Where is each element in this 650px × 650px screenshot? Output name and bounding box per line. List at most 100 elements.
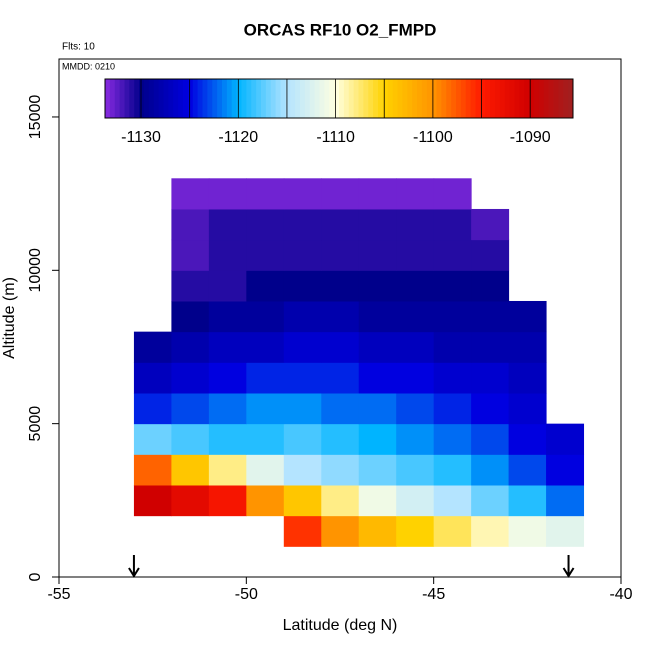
- colorbar-strip: [465, 79, 472, 118]
- y-tick-label: 0: [27, 572, 44, 581]
- colorbar-strip: [192, 79, 199, 118]
- colorbar-strip: [568, 79, 574, 118]
- colorbar-strip: [485, 79, 491, 118]
- chart-title: ORCAS RF10 O2_FMPD: [244, 20, 437, 39]
- heat-cell: [246, 454, 285, 486]
- heat-cell: [471, 515, 510, 547]
- heat-cell: [133, 331, 172, 363]
- heat-cell: [246, 484, 285, 517]
- heat-cell: [471, 300, 510, 333]
- heat-cell: [208, 484, 247, 517]
- colorbar-strip: [124, 79, 130, 118]
- colorbar-strip: [538, 79, 545, 118]
- y-tick-label: 10000: [27, 248, 44, 293]
- heat-cell: [433, 300, 472, 333]
- x-tick-label: -45: [422, 586, 445, 603]
- colorbar-strip: [275, 79, 281, 118]
- heat-cell: [396, 362, 435, 394]
- heat-cell: [433, 331, 472, 363]
- colorbar-strip: [178, 79, 184, 118]
- heat-cell: [208, 300, 247, 333]
- colorbar-strip: [187, 79, 194, 118]
- colorbar-strip: [543, 79, 550, 118]
- heat-cell: [508, 331, 547, 363]
- heat-cell: [321, 423, 360, 455]
- colorbar-strip: [329, 79, 335, 118]
- colorbar-tick-label: -1130: [121, 129, 161, 146]
- heat-cell: [171, 239, 210, 271]
- colorbar-strip: [319, 79, 325, 118]
- heat-cell: [358, 239, 397, 271]
- colorbar-strip: [212, 79, 218, 118]
- colorbar-strip: [387, 79, 394, 118]
- heat-cell: [283, 484, 322, 517]
- heat-cell: [283, 300, 322, 333]
- colorbar-tick-label: -1100: [413, 129, 453, 146]
- colorbar-strip: [144, 79, 150, 118]
- heat-cell: [208, 178, 247, 210]
- heat-cell: [283, 239, 322, 271]
- heat-cell: [321, 454, 360, 486]
- heat-cell: [208, 208, 247, 241]
- heat-cell: [358, 515, 397, 547]
- heat-cell: [358, 270, 397, 302]
- heat-cell: [246, 239, 285, 271]
- heat-cell: [246, 362, 285, 394]
- colorbar-strip: [163, 79, 169, 118]
- heat-cell: [171, 178, 210, 210]
- heat-cell: [358, 362, 397, 394]
- colorbar-strip: [334, 79, 340, 118]
- heat-cell: [246, 300, 285, 333]
- colorbar-strip: [114, 79, 121, 118]
- heat-cell: [283, 178, 322, 210]
- y-tick-label: 15000: [27, 95, 44, 140]
- colorbar-strip: [226, 79, 233, 118]
- colorbar-strip: [314, 79, 320, 118]
- heat-cell: [171, 270, 210, 302]
- colorbar-strip: [534, 79, 540, 118]
- colorbar-strip: [304, 79, 311, 118]
- arrow-marker: [562, 555, 575, 578]
- heat-cell: [508, 423, 547, 455]
- heat-cell: [171, 300, 210, 333]
- colorbar-strip: [173, 79, 179, 118]
- heat-cell: [171, 423, 210, 455]
- colorbar-strip: [251, 79, 257, 118]
- colorbar-strip: [295, 79, 301, 118]
- heat-cell: [546, 484, 585, 517]
- heat-cell: [471, 239, 510, 271]
- colorbar-strip: [217, 79, 223, 118]
- heat-cell: [396, 208, 435, 241]
- heat-cell: [471, 362, 510, 394]
- colorbar-strip: [139, 79, 145, 118]
- colorbar-strip: [504, 79, 511, 118]
- heat-cell: [396, 300, 435, 333]
- colorbar-strip: [358, 79, 364, 118]
- heat-cell: [283, 392, 322, 425]
- x-tick-label: -50: [235, 586, 258, 603]
- heat-cell: [321, 331, 360, 363]
- heat-cell: [471, 208, 510, 241]
- heat-cell: [433, 270, 472, 302]
- heat-cell: [283, 331, 322, 363]
- heat-cell: [321, 515, 360, 547]
- heat-cell: [396, 515, 435, 547]
- heat-cell: [283, 423, 322, 455]
- heat-cell: [396, 331, 435, 363]
- colorbar-strip: [241, 79, 247, 118]
- heat-cell: [433, 454, 472, 486]
- colorbar-strip: [417, 79, 423, 118]
- heat-cell: [396, 392, 435, 425]
- colorbar-strip: [363, 79, 369, 118]
- colorbar-strip: [231, 79, 238, 118]
- colorbar-strip: [373, 79, 379, 118]
- heat-cell: [246, 178, 285, 210]
- heat-cell: [246, 423, 285, 455]
- heat-cell: [321, 208, 360, 241]
- heat-cell: [321, 270, 360, 302]
- colorbar-strip: [119, 79, 125, 118]
- colorbar-strip: [148, 79, 155, 118]
- colorbar-strip: [392, 79, 398, 118]
- colorbar-strip: [490, 79, 496, 118]
- colorbar-strip: [456, 79, 462, 118]
